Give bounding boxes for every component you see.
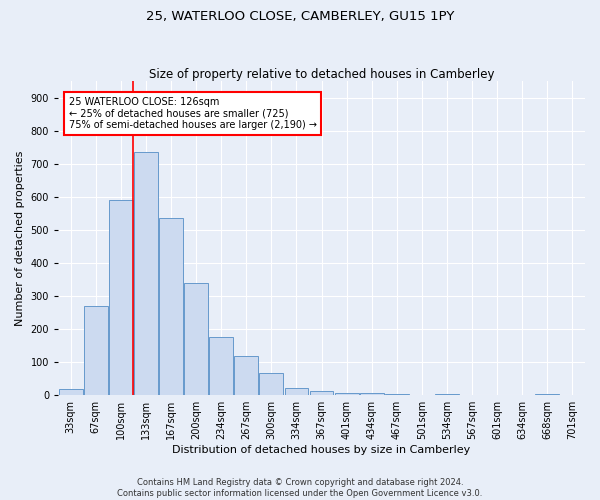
Bar — [284, 388, 308, 395]
Bar — [310, 391, 334, 395]
X-axis label: Distribution of detached houses by size in Camberley: Distribution of detached houses by size … — [172, 445, 470, 455]
Bar — [435, 394, 459, 395]
Bar — [134, 152, 158, 395]
Y-axis label: Number of detached properties: Number of detached properties — [15, 150, 25, 326]
Bar — [159, 218, 183, 395]
Title: Size of property relative to detached houses in Camberley: Size of property relative to detached ho… — [149, 68, 494, 81]
Bar — [335, 392, 359, 395]
Bar — [209, 338, 233, 395]
Text: 25, WATERLOO CLOSE, CAMBERLEY, GU15 1PY: 25, WATERLOO CLOSE, CAMBERLEY, GU15 1PY — [146, 10, 454, 23]
Bar — [235, 356, 258, 395]
Bar — [59, 388, 83, 395]
Text: Contains HM Land Registry data © Crown copyright and database right 2024.
Contai: Contains HM Land Registry data © Crown c… — [118, 478, 482, 498]
Bar — [109, 200, 133, 395]
Text: 25 WATERLOO CLOSE: 126sqm
← 25% of detached houses are smaller (725)
75% of semi: 25 WATERLOO CLOSE: 126sqm ← 25% of detac… — [68, 96, 317, 130]
Bar — [385, 394, 409, 395]
Bar — [259, 372, 283, 395]
Bar — [184, 283, 208, 395]
Bar — [535, 394, 559, 395]
Bar — [84, 306, 107, 395]
Bar — [360, 392, 383, 395]
